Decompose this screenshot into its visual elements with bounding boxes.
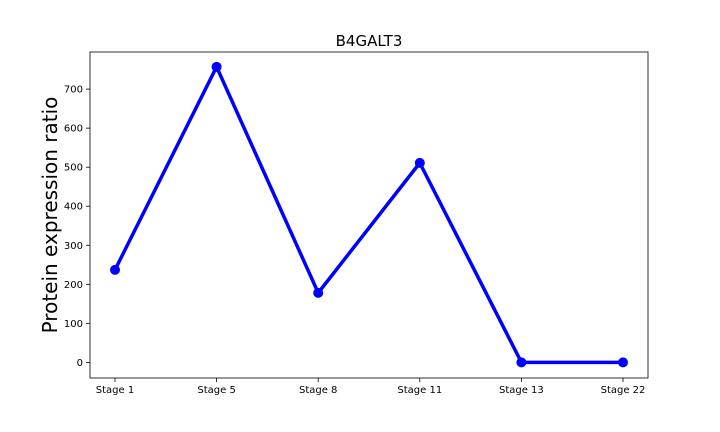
data-point [110,264,120,275]
x-tick-label: Stage 22 [601,385,646,396]
y-tick-label: 200 [64,280,83,291]
x-tick-label: Stage 13 [499,385,544,396]
y-tick-label: 600 [64,124,83,135]
y-axis-label: Protein expression ratio [38,97,62,334]
data-point [211,61,222,72]
plot-series [110,61,628,368]
chart-title: B4GALT3 [336,32,403,50]
y-tick-label: 100 [64,319,83,330]
y-tick-label: 400 [64,202,83,213]
x-axis-ticks: Stage 1 Stage 5 Stage 8 Stage 11 Stage 13 Sta… [96,378,646,396]
data-point [414,157,425,168]
x-tick-label: Stage 5 [197,385,235,396]
x-tick-label: Stage 11 [397,385,442,396]
data-point [516,357,527,368]
x-tick-label: Stage 1 [96,385,134,396]
series-line [113,65,623,365]
y-tick-label: 0 [77,358,83,369]
data-point [313,287,324,298]
x-tick-label: Stage 8 [299,385,337,396]
y-tick-label: 300 [64,241,83,252]
y-tick-label: 500 [64,163,83,174]
plot-frame [89,51,649,379]
y-tick-label: 700 [64,85,83,96]
data-point [618,357,628,368]
y-axis-ticks: 0 100 200 300 400 500 600 700 [64,85,90,369]
